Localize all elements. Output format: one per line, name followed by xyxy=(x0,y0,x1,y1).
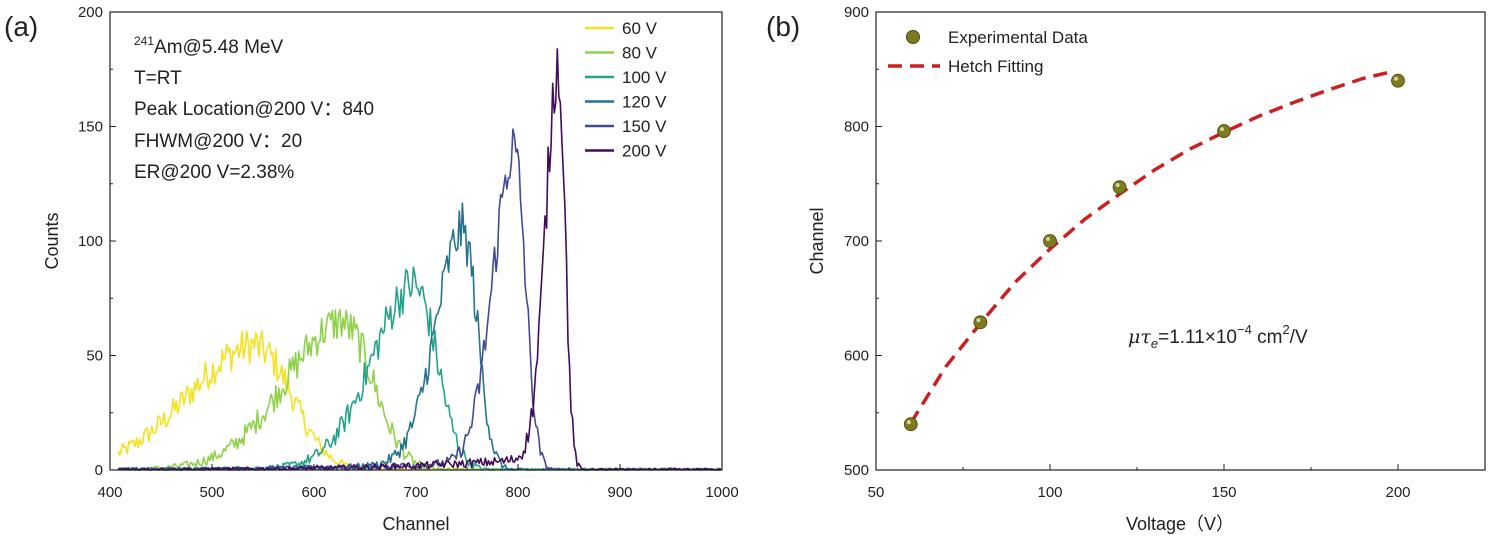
panel-b-legend: Experimental Data Hetch Fitting xyxy=(888,28,1088,76)
panel-b-xtick-label: 50 xyxy=(868,484,885,501)
legend-hetch-fitting-label: Hetch Fitting xyxy=(948,57,1043,76)
experimental-data-point-highlight xyxy=(1115,183,1120,188)
panel-a-xtick-label: 600 xyxy=(301,484,326,501)
panel-a-ytick-label: 100 xyxy=(78,233,103,250)
mu-tau-subscript: e xyxy=(1151,336,1158,351)
panel-b-plot: 50 100 150 200 500 600 700 800 900 xyxy=(844,4,1486,501)
panel-b-ytick-label: 800 xyxy=(844,119,869,136)
legend-label: 100 V xyxy=(622,68,667,87)
panel-a-plot: 400 500 600 700 800 900 1000 0 50 100 150 200 xyxy=(78,4,739,501)
experimental-data-point xyxy=(1112,180,1127,195)
mu-tau-symbol: μτ xyxy=(1128,326,1151,348)
mu-tau-unit-tail: /V xyxy=(1290,327,1308,348)
panel-a-xtick-label: 800 xyxy=(505,484,530,501)
panel-a-xtick-label: 400 xyxy=(97,484,122,501)
legend-label: 200 V xyxy=(622,142,667,161)
panel-b-xlabel: Voltage（V） xyxy=(1126,514,1234,534)
panel-b-label: (b) xyxy=(766,11,800,42)
panel-b-ytick-label: 600 xyxy=(844,348,869,365)
panel-b-xtick-label: 200 xyxy=(1385,484,1410,501)
experimental-data-point xyxy=(1043,234,1057,248)
panel-a-xtick-label: 500 xyxy=(199,484,224,501)
experimental-data-point-highlight xyxy=(1220,127,1224,132)
mu-tau-unit-exponent: 2 xyxy=(1282,322,1289,337)
mobility-lifetime-annotation: μτe=1.11×10−4 cm2/V xyxy=(1128,322,1308,351)
hetch-fitting-line xyxy=(909,70,1388,425)
source-isotope: Am@5.48 MeV xyxy=(154,37,283,58)
panel-b-ticks: 50 100 150 200 500 600 700 800 900 xyxy=(844,4,1411,501)
legend-label: 150 V xyxy=(622,117,667,136)
panel-b-series xyxy=(903,70,1405,432)
panel-a-label: (a) xyxy=(4,11,38,42)
panel-a-xtick-label: 1000 xyxy=(705,484,738,501)
temperature-annotation: T=RT xyxy=(134,68,182,89)
panel-a-xtick-label: 700 xyxy=(403,484,428,501)
spectrum-line-100v xyxy=(117,266,722,471)
legend-experimental-label: Experimental Data xyxy=(948,28,1088,47)
spectrum-line-120v xyxy=(117,202,722,471)
experimental-data-point xyxy=(1217,124,1231,138)
mu-tau-unit: cm xyxy=(1252,327,1283,348)
panel-b-ytick-label: 500 xyxy=(844,462,869,479)
mu-tau-value: =1.11×10 xyxy=(1158,327,1237,348)
energy-resolution-annotation: ER@200 V=2.38% xyxy=(134,162,294,183)
legend-experimental-marker xyxy=(906,30,920,44)
panel-a-annotations: 241Am@5.48 MeV T=RT Peak Location@200 V：… xyxy=(134,34,374,183)
experimental-data-point-highlight xyxy=(906,420,911,425)
spectrum-line-80v xyxy=(117,308,722,471)
source-annotation: 241Am@5.48 MeV xyxy=(134,34,283,58)
panel-b-ylabel: Channel xyxy=(807,207,827,274)
source-isotope-mass: 241 xyxy=(134,34,154,48)
panel-a-ytick-label: 0 xyxy=(95,462,103,479)
experimental-data-point xyxy=(973,315,988,330)
panel-a-xlabel: Channel xyxy=(382,514,449,534)
panel-a-xtick-label: 900 xyxy=(607,484,632,501)
experimental-data-point xyxy=(903,417,918,432)
experimental-data-point-highlight xyxy=(1046,237,1050,241)
legend-label: 60 V xyxy=(622,19,658,38)
peak-location-annotation: Peak Location@200 V：840 xyxy=(134,99,374,120)
panel-a-legend: 60 V 80 V 100 V 120 V 150 V 200 V xyxy=(585,19,667,161)
spectrum-line-60v xyxy=(117,330,722,471)
panel-b-ytick-label: 700 xyxy=(844,233,869,250)
panel-a-ytick-label: 200 xyxy=(78,4,103,21)
panel-a-ytick-label: 50 xyxy=(86,348,103,365)
mu-tau-exponent: −4 xyxy=(1237,322,1252,337)
panel-a-ticks: 400 500 600 700 800 900 1000 0 50 100 150 200 xyxy=(78,4,739,501)
panel-b-ytick-label: 900 xyxy=(844,4,869,21)
panel-a-ylabel: Counts xyxy=(42,212,62,269)
panel-b-xtick-label: 150 xyxy=(1211,484,1236,501)
experimental-data-point-highlight xyxy=(1394,76,1398,81)
legend-label: 80 V xyxy=(622,44,658,63)
panel-b-xtick-label: 100 xyxy=(1037,484,1062,501)
experimental-data-point xyxy=(1391,73,1405,88)
legend-label: 120 V xyxy=(622,93,667,112)
fwhm-annotation: FHWM@200 V：20 xyxy=(134,131,302,152)
panel-a-ytick-label: 150 xyxy=(78,119,103,136)
experimental-data-point-highlight xyxy=(976,318,981,323)
